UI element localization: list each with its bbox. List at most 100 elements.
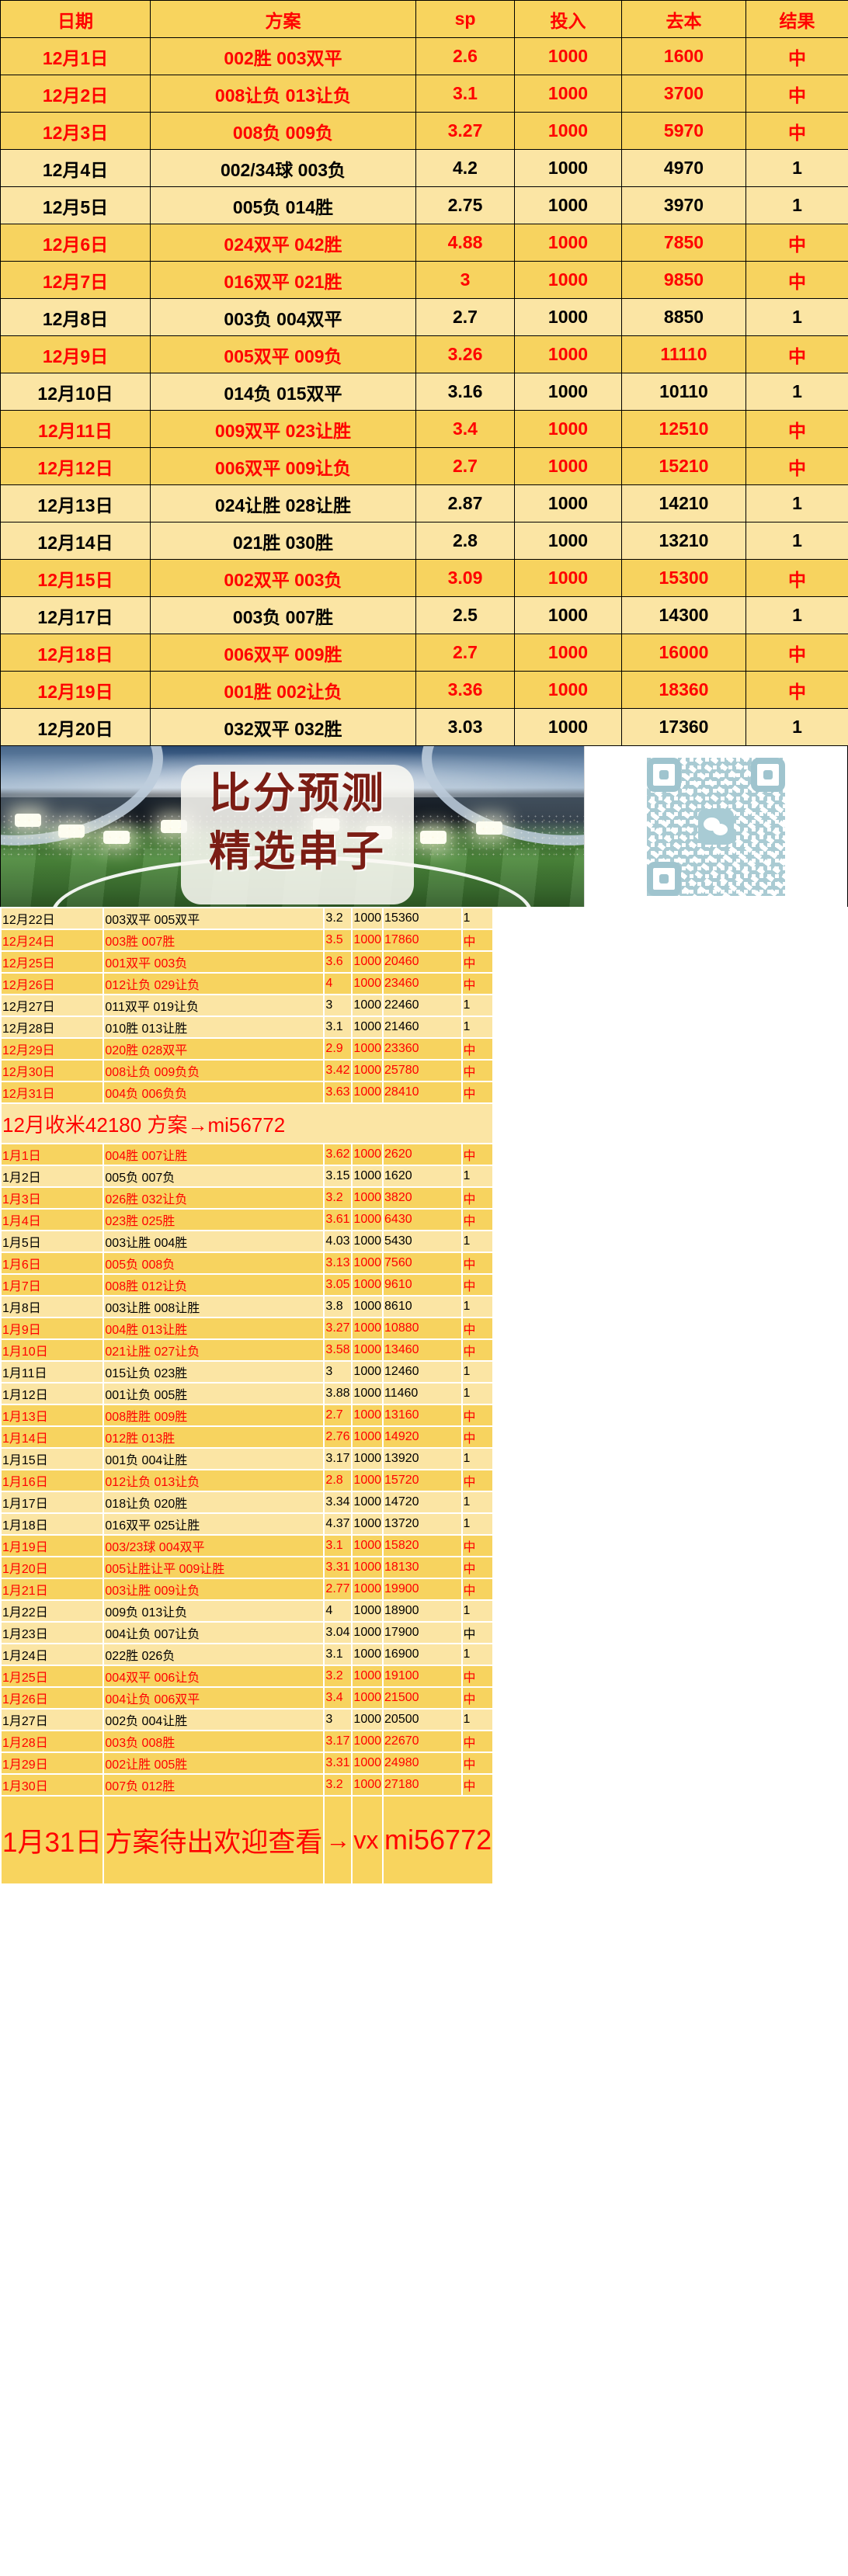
cell-plan: 011双平 019让负 (104, 995, 324, 1015)
cell-sp: 3.15 (325, 1166, 352, 1186)
pending-plan-row[interactable]: 1月31日 方案待出欢迎查看 → vx mi56772 (2, 1797, 493, 1883)
cell-date: 12月29日 (2, 1039, 103, 1059)
cell-result: 1 (462, 1166, 493, 1186)
arrow-right-icon: → (325, 1797, 352, 1883)
cell-net: 22670 (384, 1731, 461, 1751)
table-row: 12月11日 009双平 023让胜 3.4 1000 12510 中 (0, 410, 848, 448)
cell-sp: 3.5 (325, 930, 352, 950)
cell-stake: 1000 (514, 634, 622, 672)
cell-date: 1月25日 (2, 1666, 103, 1686)
cell-plan: 004胜 007让胜 (104, 1144, 324, 1165)
december-summary-row: 12月收米42180 方案→mi56772 (2, 1104, 493, 1143)
cell-result: 中 (462, 1144, 493, 1165)
cell-plan: 012让负 013让负 (104, 1470, 324, 1491)
table-row: 1月18日 016双平 025让胜 4.37 1000 13720 1 (2, 1514, 493, 1534)
cell-sp: 3 (325, 1710, 352, 1730)
cell-date: 1月14日 (2, 1427, 103, 1447)
cell-stake: 1000 (353, 930, 383, 950)
cell-result: 中 (462, 1753, 493, 1773)
column-header-date: 日期 (0, 0, 151, 38)
cell-date: 12月11日 (0, 410, 151, 448)
cell-stake: 1000 (514, 335, 622, 373)
table-row: 12月18日 006双平 009胜 2.7 1000 16000 中 (0, 634, 848, 672)
cell-result: 1 (745, 708, 848, 746)
cell-plan: 009双平 023让胜 (150, 410, 416, 448)
footer-date: 1月31日 (2, 1797, 103, 1883)
cell-net: 7850 (621, 224, 746, 262)
cell-result: 中 (462, 1318, 493, 1338)
table-row: 1月15日 001负 004让胜 3.17 1000 13920 1 (2, 1449, 493, 1469)
cell-result: 中 (462, 1470, 493, 1491)
table-row: 1月20日 005让胜让平 009让胜 3.31 1000 18130 中 (2, 1557, 493, 1578)
cell-result: 中 (745, 75, 848, 113)
wechat-qr-code-icon[interactable] (646, 757, 785, 896)
table-row: 12月5日 005负 014胜 2.75 1000 3970 1 (0, 186, 848, 224)
cell-result: 中 (462, 1731, 493, 1751)
table-row: 1月7日 008胜 012让负 3.05 1000 9610 中 (2, 1275, 493, 1295)
cell-net: 18360 (621, 671, 746, 709)
cell-stake: 1000 (514, 261, 622, 299)
cell-net: 13160 (384, 1405, 461, 1425)
cell-stake: 1000 (353, 908, 383, 929)
cell-stake: 1000 (514, 112, 622, 150)
cell-plan: 022胜 026负 (104, 1644, 324, 1665)
cell-stake: 1000 (514, 484, 622, 522)
cell-stake: 1000 (353, 1775, 383, 1795)
qr-finder-bottom-left-icon (646, 861, 681, 896)
cell-plan: 005让胜让平 009让胜 (104, 1557, 324, 1578)
table-header-row: 日期 方案 sp 投入 去本 结果 (0, 0, 848, 38)
cell-sp: 3.62 (325, 1144, 352, 1165)
cell-sp: 2.87 (415, 484, 515, 522)
cell-date: 1月19日 (2, 1536, 103, 1556)
column-header-net: 去本 (621, 0, 746, 38)
cell-date: 1月11日 (2, 1362, 103, 1382)
cell-net: 22460 (384, 995, 461, 1015)
table-row: 1月24日 022胜 026负 3.1 1000 16900 1 (2, 1644, 493, 1665)
cell-sp: 3.17 (325, 1731, 352, 1751)
cell-stake: 1000 (514, 447, 622, 485)
column-header-result: 结果 (745, 0, 848, 38)
cell-date: 1月10日 (2, 1340, 103, 1360)
table-row: 1月1日 004胜 007让胜 3.62 1000 2620 中 (2, 1144, 493, 1165)
cell-plan: 018让负 020胜 (104, 1492, 324, 1512)
cell-plan: 007负 012胜 (104, 1775, 324, 1795)
cell-date: 12月14日 (0, 522, 151, 560)
qr-finder-top-left-icon (646, 757, 681, 792)
cell-plan: 003让胜 004胜 (104, 1231, 324, 1252)
table-row: 12月19日 001胜 002让负 3.36 1000 18360 中 (0, 671, 848, 709)
cell-stake: 1000 (353, 1710, 383, 1730)
cell-stake: 1000 (353, 1579, 383, 1599)
table-row: 1月22日 009负 013让负 4 1000 18900 1 (2, 1601, 493, 1621)
cell-stake: 1000 (514, 708, 622, 746)
cell-stake: 1000 (353, 1470, 383, 1491)
table-row: 12月30日 008让负 009负负 3.42 1000 25780 中 (2, 1061, 493, 1081)
cell-date: 12月19日 (0, 671, 151, 709)
cell-stake: 1000 (353, 1536, 383, 1556)
cell-plan: 001让负 005胜 (104, 1383, 324, 1404)
column-header-sp: sp (415, 0, 515, 38)
cell-plan: 003负 007胜 (150, 596, 416, 634)
cell-plan: 004让负 007让负 (104, 1623, 324, 1643)
cell-date: 1月20日 (2, 1557, 103, 1578)
cell-net: 10110 (621, 373, 746, 411)
cell-plan: 002胜 003双平 (150, 37, 416, 75)
cell-net: 13460 (384, 1340, 461, 1360)
cell-net: 3970 (621, 186, 746, 224)
column-header-stake: 投入 (514, 0, 622, 38)
cell-plan: 023胜 025胜 (104, 1210, 324, 1230)
cell-date: 1月17日 (2, 1492, 103, 1512)
cell-result: 1 (462, 995, 493, 1015)
cell-date: 12月15日 (0, 559, 151, 597)
cell-stake: 1000 (353, 1492, 383, 1512)
footer-wechat-id[interactable]: mi56772 (384, 1797, 493, 1883)
cell-stake: 1000 (514, 149, 622, 187)
cell-net: 15210 (621, 447, 746, 485)
cell-stake: 1000 (353, 952, 383, 972)
cell-result: 中 (462, 1061, 493, 1081)
cell-result: 1 (462, 1383, 493, 1404)
cell-plan: 016双平 025让胜 (104, 1514, 324, 1534)
cell-plan: 006双平 009胜 (150, 634, 416, 672)
cell-stake: 1000 (353, 1753, 383, 1773)
cell-result: 中 (745, 335, 848, 373)
cell-stake: 1000 (353, 1383, 383, 1404)
